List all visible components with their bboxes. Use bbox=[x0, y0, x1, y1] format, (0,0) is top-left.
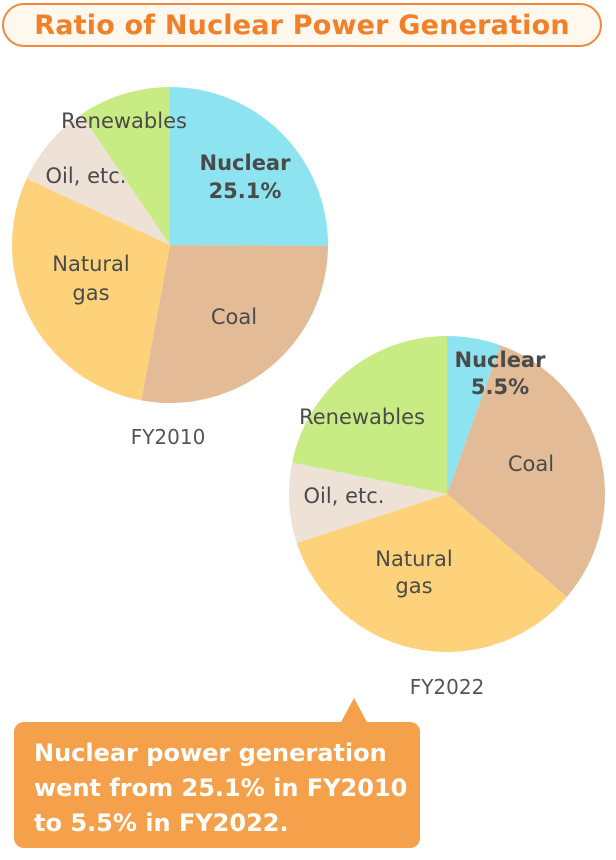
pie-slice-oil-etc bbox=[288, 462, 447, 543]
slice-label-renewables: Renewables bbox=[61, 109, 187, 133]
pie-slice-nuclear bbox=[447, 336, 501, 494]
slice-label-natural-gas: Natural bbox=[375, 547, 452, 571]
callout-line: to 5.5% in FY2022. bbox=[34, 809, 289, 837]
chart-title: Ratio of Nuclear Power Generation bbox=[34, 9, 570, 41]
callout-line: went from 25.1% in FY2010 bbox=[34, 774, 408, 802]
slice-value-nuclear: 25.1% bbox=[209, 179, 282, 203]
slice-label-renewables: Renewables bbox=[299, 405, 425, 429]
slice-label-coal: Coal bbox=[211, 305, 257, 329]
slice-label-oil-etc: Oil, etc. bbox=[304, 484, 385, 508]
slice-label-nuclear: Nuclear bbox=[455, 348, 547, 372]
pie-slice-renewables bbox=[292, 336, 447, 494]
pie-slice-nuclear bbox=[170, 87, 329, 246]
slice-label-natural-gas: Natural bbox=[52, 252, 129, 276]
pie-slice-renewables bbox=[81, 87, 170, 245]
pie-slice-coal bbox=[141, 245, 328, 403]
pie-slice-oil-etc bbox=[26, 114, 171, 245]
summary-callout: Nuclear power generation went from 25.1%… bbox=[14, 722, 420, 848]
slice-label-nuclear: Nuclear bbox=[200, 151, 292, 175]
pie-slice-natural-gas bbox=[12, 178, 170, 401]
pie-year-label: FY2022 bbox=[410, 675, 485, 699]
pie-chart-FY2022: Nuclear 5.5% Coal Natural gas Oil, etc. Renewa… bbox=[288, 336, 605, 699]
title-banner: Ratio of Nuclear Power Generation bbox=[2, 3, 602, 47]
slice-label-oil-etc: Oil, etc. bbox=[46, 164, 127, 188]
slice-label-coal: Coal bbox=[508, 452, 554, 476]
pie-year-label: FY2010 bbox=[131, 425, 206, 449]
slice-value-nuclear: 5.5% bbox=[471, 375, 529, 399]
slice-label-natural-gas-line2: gas bbox=[395, 574, 432, 598]
slice-label-natural-gas-line2: gas bbox=[72, 281, 109, 305]
pie-slice-natural-gas bbox=[296, 494, 567, 653]
callout-pointer bbox=[340, 698, 368, 724]
pie-slice-coal bbox=[447, 345, 605, 597]
callout-line: Nuclear power generation bbox=[34, 739, 387, 767]
pie-chart-FY2010: Nuclear 25.1% Coal Natural gas Oil, etc. Renew… bbox=[12, 87, 329, 449]
